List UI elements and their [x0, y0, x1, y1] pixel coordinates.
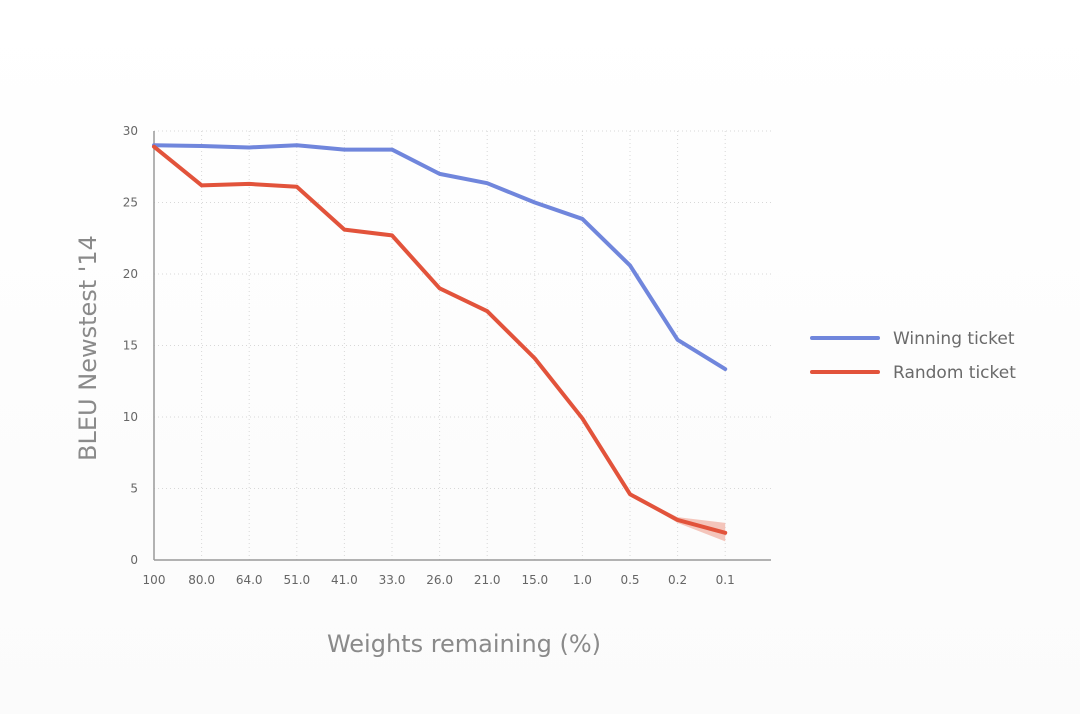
axes — [153, 131, 771, 561]
legend-label-random-ticket: Random ticket — [893, 363, 1016, 383]
x-tick-label: 100 — [143, 573, 166, 587]
x-tick-label: 51.0 — [283, 573, 310, 587]
series-lines — [152, 143, 728, 535]
legend-item-random-ticket: Random ticket — [810, 363, 1016, 383]
x-tick-label: 0.5 — [620, 573, 639, 587]
x-tick-label: 1.0 — [573, 573, 592, 587]
x-tick-label: 21.0 — [474, 573, 501, 587]
y-tick-labels: 0 5 10 15 20 25 30 — [123, 124, 138, 567]
confidence-bands — [154, 146, 726, 542]
x-tick-label: 33.0 — [379, 573, 406, 587]
y-tick-label: 30 — [123, 124, 138, 138]
x-tick-label: 41.0 — [331, 573, 358, 587]
y-tick-label: 20 — [123, 267, 138, 281]
y-tick-label: 10 — [123, 410, 138, 424]
series-line — [152, 143, 728, 372]
x-tick-label: 15.0 — [521, 573, 548, 587]
gridlines — [154, 130, 771, 560]
confidence-band — [154, 146, 726, 542]
y-axis-label: BLEU Newstest '14 — [74, 235, 102, 461]
x-tick-labels: 100 80.0 64.0 51.0 41.0 33.0 26.0 21.0 15.0 1.0 0.… — [143, 573, 735, 587]
legend-item-winning-ticket: Winning ticket — [810, 329, 1015, 349]
y-tick-label: 15 — [123, 339, 138, 353]
x-tick-label: 0.2 — [668, 573, 687, 587]
y-tick-label: 0 — [130, 553, 138, 567]
x-tick-label: 80.0 — [188, 573, 215, 587]
x-tick-label: 0.1 — [716, 573, 735, 587]
series-line — [152, 144, 728, 535]
y-tick-label: 25 — [123, 196, 138, 210]
x-axis-label: Weights remaining (%) — [327, 630, 601, 658]
legend: Winning ticket Random ticket — [810, 329, 1016, 383]
legend-label-winning-ticket: Winning ticket — [893, 329, 1015, 349]
x-tick-label: 64.0 — [236, 573, 263, 587]
y-tick-label: 5 — [130, 482, 138, 496]
x-tick-label: 26.0 — [426, 573, 453, 587]
